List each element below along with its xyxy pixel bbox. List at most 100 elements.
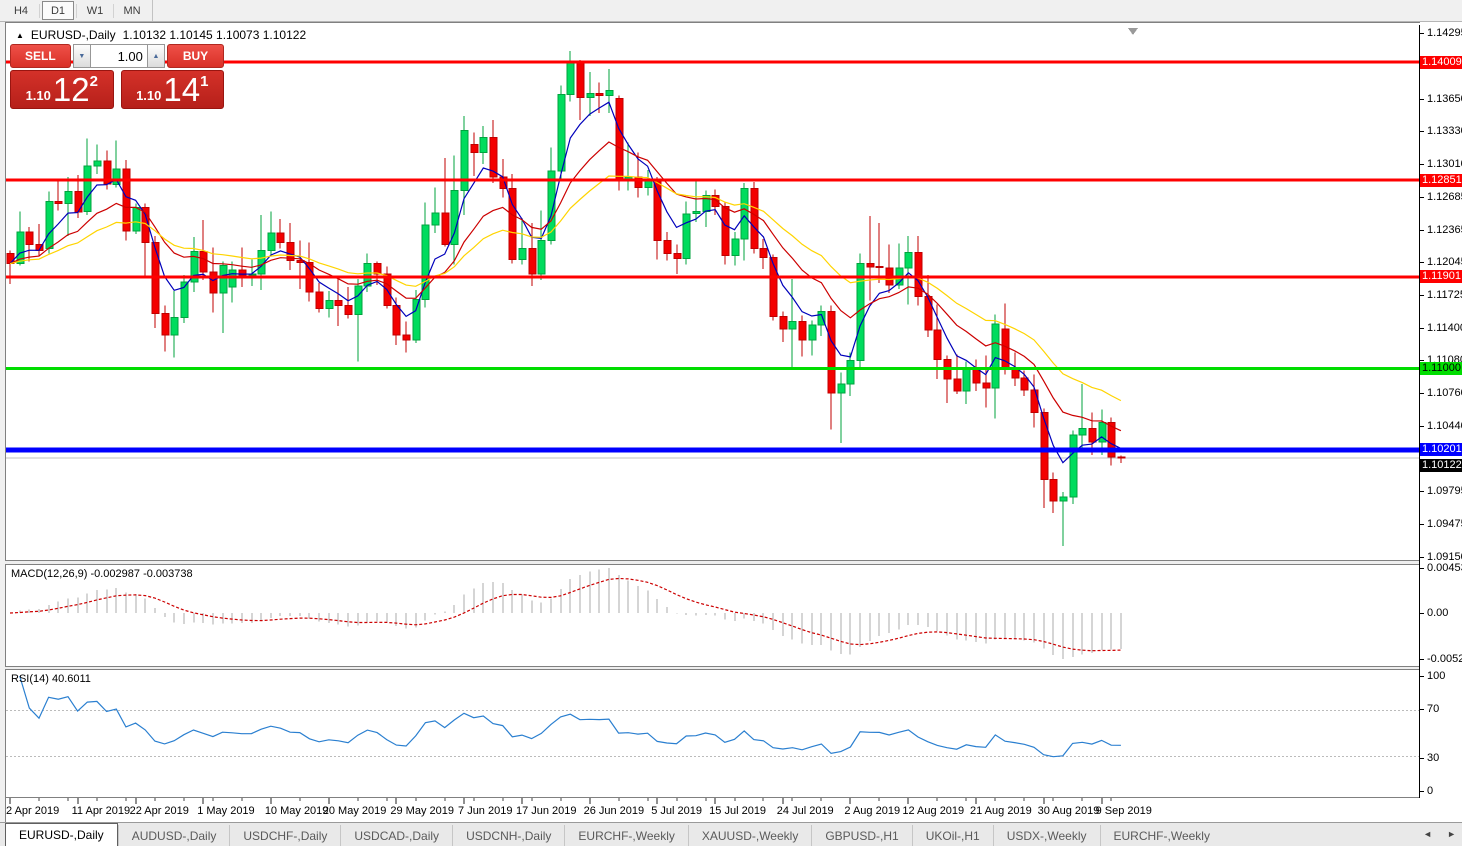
time-axis-ticks bbox=[9, 798, 1112, 804]
rsi-indicator-pane[interactable]: RSI(14) 40.6011 bbox=[6, 670, 1419, 798]
axis-tick bbox=[1420, 491, 1424, 493]
pane-splitter[interactable] bbox=[5, 666, 1462, 670]
date-label: 7 Jun 2019 bbox=[458, 805, 513, 817]
sell-quote[interactable]: 1.10 12 2 bbox=[10, 70, 114, 109]
toolbar-separator bbox=[76, 3, 77, 18]
date-label: 24 Jul 2019 bbox=[776, 805, 834, 817]
date-label: 17 Jun 2019 bbox=[515, 805, 577, 817]
price-axis-label: 1.13330 bbox=[1427, 125, 1462, 138]
axis-tick bbox=[1420, 98, 1424, 100]
macd-histogram bbox=[19, 568, 1122, 659]
chart-shift-marker-icon[interactable] bbox=[1128, 28, 1138, 35]
buy-quote[interactable]: 1.10 14 1 bbox=[120, 70, 224, 109]
macd-indicator-pane[interactable]: MACD(12,26,9) -0.002987 -0.003738 bbox=[6, 565, 1419, 666]
chart-tab-eurchf-weekly[interactable]: EURCHF-,Weekly bbox=[1099, 825, 1223, 846]
axis-tick bbox=[1420, 360, 1424, 362]
toolbar-separator bbox=[39, 3, 40, 18]
price-axis-label: 1.11400 bbox=[1427, 321, 1462, 334]
timeframe-button-d1[interactable]: D1 bbox=[42, 1, 74, 20]
price-axis-label: 1.09795 bbox=[1427, 485, 1462, 498]
price-axis-label: 0 bbox=[1427, 785, 1434, 797]
buy-button[interactable]: BUY bbox=[167, 44, 224, 68]
date-label: 9 Sep 2019 bbox=[1095, 805, 1152, 817]
price-axis-label: 1.12045 bbox=[1427, 256, 1462, 269]
price-axis-label: 0.004536 bbox=[1427, 562, 1462, 574]
axis-tick bbox=[1420, 791, 1424, 792]
chart-tab-usdcnh-daily[interactable]: USDCNH-,Daily bbox=[452, 825, 564, 846]
buy-quote-sup: 1 bbox=[200, 73, 209, 90]
chart-tab-usdx-weekly[interactable]: USDX-,Weekly bbox=[992, 825, 1100, 846]
price-axis-label: 1.09150 bbox=[1427, 551, 1462, 563]
price-axis-label: 1.13010 bbox=[1427, 157, 1462, 170]
chart-tab-ukoil-h1[interactable]: UKOil-,H1 bbox=[911, 825, 993, 846]
timeframe-button-w1[interactable]: W1 bbox=[86, 4, 104, 17]
macd-label: MACD(12,26,9) -0.002987 -0.003738 bbox=[11, 568, 193, 580]
rsi-line bbox=[19, 675, 1121, 758]
price-level-tag: 1.12851 bbox=[1420, 173, 1462, 187]
price-axis-label: 100 bbox=[1427, 670, 1446, 682]
price-level-tag: 1.11000 bbox=[1420, 362, 1462, 376]
price-axis-label: 1.10440 bbox=[1427, 419, 1462, 432]
time-axis[interactable]: 2 Apr 2019 11 Apr 2019 22 Apr 2019 1 May 20… bbox=[6, 798, 1419, 822]
collapse-arrow-icon[interactable]: ▲ bbox=[16, 30, 24, 40]
price-axis[interactable]: 1.14295 1.13650 1.13330 1.13010 1.12685 1.123… bbox=[1420, 22, 1462, 822]
timeframe-button-mn[interactable]: MN bbox=[123, 4, 141, 17]
axis-tick bbox=[1420, 393, 1424, 395]
chart-tab-gbpusd-h1[interactable]: GBPUSD-,H1 bbox=[811, 825, 911, 846]
chart-tab-eurchf-weekly[interactable]: EURCHF-,Weekly bbox=[564, 825, 687, 846]
axis-tick bbox=[1420, 613, 1424, 614]
price-axis-label: 70 bbox=[1427, 703, 1440, 715]
volume-input[interactable] bbox=[90, 44, 147, 68]
spin-up-icon: ▲ bbox=[152, 52, 160, 60]
chart-tab-audusd-daily[interactable]: AUDUSD-,Daily bbox=[117, 825, 230, 846]
price-axis-label: 1.12365 bbox=[1427, 223, 1462, 236]
axis-tick bbox=[1420, 758, 1424, 759]
macd-chart[interactable] bbox=[6, 565, 1419, 666]
axis-tick bbox=[1420, 131, 1424, 133]
date-label: 29 May 2019 bbox=[390, 805, 454, 817]
date-label: 2 Apr 2019 bbox=[6, 805, 60, 817]
tab-scroll-controls: ◄ ► bbox=[1423, 829, 1456, 839]
sell-quote-sup: 2 bbox=[89, 73, 98, 90]
date-label: 2 Aug 2019 bbox=[844, 805, 901, 817]
timeframe-toolbar: H4 D1 W1 MN bbox=[0, 0, 1462, 22]
pane-splitter[interactable] bbox=[5, 560, 1462, 565]
chart-tab-xauusd-weekly[interactable]: XAUUSD-,Weekly bbox=[687, 825, 811, 846]
price-axis-label: 1.09475 bbox=[1427, 517, 1462, 530]
price-axis-label: 1.12685 bbox=[1427, 190, 1462, 203]
moving-average-5 bbox=[9, 101, 1122, 464]
chart-tab-usdcad-daily[interactable]: USDCAD-,Daily bbox=[340, 825, 452, 846]
axis-separator bbox=[1419, 25, 1420, 798]
buy-quote-big: 14 bbox=[163, 71, 201, 108]
volume-decrease-button[interactable]: ▼ bbox=[72, 44, 91, 68]
axis-tick bbox=[1420, 262, 1424, 264]
main-chart-pane[interactable]: ▲ EURUSD-,Daily 1.10132 1.10145 1.10073 … bbox=[6, 25, 1419, 560]
spin-down-icon: ▼ bbox=[78, 52, 86, 60]
price-level-tag: 1.11901 bbox=[1420, 270, 1462, 284]
axis-tick bbox=[1420, 196, 1424, 198]
candles bbox=[6, 50, 1126, 546]
axis-tick bbox=[1420, 327, 1424, 329]
volume-increase-button[interactable]: ▲ bbox=[146, 44, 165, 68]
date-label: 12 Aug 2019 bbox=[902, 805, 965, 817]
toolbar-separator bbox=[113, 3, 114, 18]
buy-quote-base: 1.10 bbox=[136, 88, 162, 103]
candlestick-chart[interactable] bbox=[6, 25, 1419, 560]
rsi-chart[interactable] bbox=[6, 670, 1419, 797]
price-level-tag: 1.10201 bbox=[1420, 443, 1462, 457]
chart-symbol-label: EURUSD-,Daily bbox=[30, 28, 116, 42]
chart-tab-usdchf-daily[interactable]: USDCHF-,Daily bbox=[229, 825, 340, 846]
tab-scroll-left-icon[interactable]: ◄ bbox=[1423, 829, 1433, 839]
date-label: 30 Aug 2019 bbox=[1037, 805, 1100, 817]
sell-button[interactable]: SELL bbox=[10, 44, 71, 68]
price-axis-label: -0.005205 bbox=[1427, 653, 1462, 665]
price-axis-label: 1.14295 bbox=[1427, 27, 1462, 39]
chart-tab-bar: EURUSD-,Daily AUDUSD-,Daily USDCHF-,Daily U… bbox=[0, 822, 1462, 846]
price-axis-label: 0.00 bbox=[1427, 607, 1449, 619]
tab-scroll-right-icon[interactable]: ► bbox=[1447, 829, 1456, 839]
timeframe-button-h4[interactable]: H4 bbox=[13, 4, 29, 17]
axis-tick bbox=[1420, 425, 1424, 427]
chart-tab-eurusd-daily[interactable]: EURUSD-,Daily bbox=[5, 823, 118, 846]
date-label: 26 Jun 2019 bbox=[583, 805, 645, 817]
axis-tick bbox=[1420, 523, 1424, 525]
